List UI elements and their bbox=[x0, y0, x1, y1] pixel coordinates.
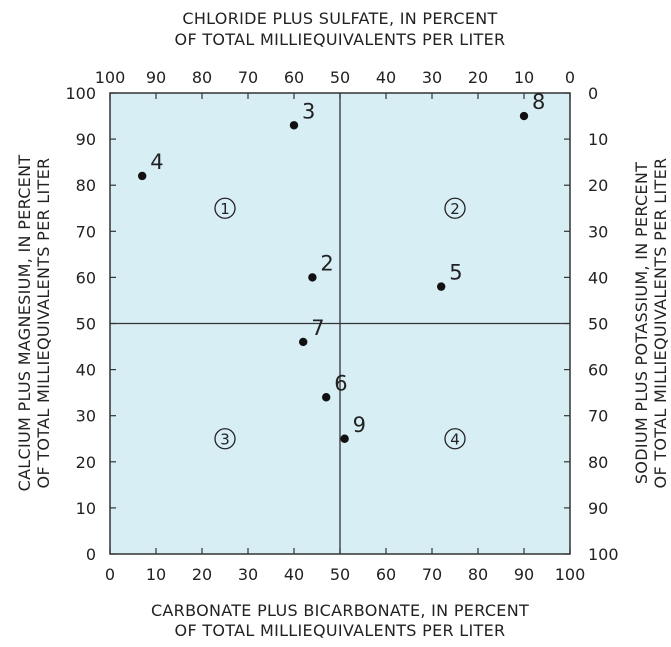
quadrant-circle bbox=[444, 428, 466, 450]
bottom-tick-label: 20 bbox=[192, 565, 212, 584]
left-tick-label: 90 bbox=[76, 130, 96, 149]
left-tick-label: 40 bbox=[76, 361, 96, 380]
data-point-label: 4 bbox=[150, 150, 163, 174]
left-tick-label: 20 bbox=[76, 453, 96, 472]
data-point-label: 5 bbox=[449, 261, 462, 285]
right-tick-label: 70 bbox=[588, 407, 608, 426]
left-tick-label: 60 bbox=[76, 268, 96, 287]
data-point-label: 9 bbox=[353, 413, 366, 437]
top-tick-label: 20 bbox=[468, 68, 488, 87]
ticks-layer: 0100109020803070406050506040703080209010… bbox=[65, 68, 618, 584]
bottom-tick-label: 10 bbox=[146, 565, 166, 584]
left-tick-label: 10 bbox=[76, 499, 96, 518]
quadrant-label: 2 bbox=[450, 200, 460, 218]
data-point-label: 3 bbox=[302, 99, 315, 123]
data-point bbox=[299, 337, 308, 347]
data-point bbox=[308, 273, 317, 282]
left-axis-title-line2: OF TOTAL MILLIEQUIVALENTS PER LITER bbox=[34, 158, 53, 489]
right-tick-label: 20 bbox=[588, 176, 608, 195]
quadrant-circle bbox=[214, 428, 236, 450]
bottom-tick-label: 30 bbox=[238, 565, 258, 584]
top-axis-title-line2: OF TOTAL MILLIEQUIVALENTS PER LITER bbox=[175, 30, 506, 49]
data-point-label: 7 bbox=[311, 316, 324, 340]
right-tick-label: 50 bbox=[588, 315, 608, 334]
right-tick-label: 90 bbox=[588, 499, 608, 518]
top-tick-label: 70 bbox=[238, 68, 258, 87]
bottom-tick-label: 80 bbox=[468, 565, 488, 584]
top-tick-label: 0 bbox=[565, 68, 575, 87]
data-point bbox=[340, 434, 349, 443]
data-point bbox=[437, 282, 446, 291]
bottom-tick-label: 100 bbox=[555, 565, 586, 584]
top-tick-label: 30 bbox=[422, 68, 442, 87]
bottom-tick-label: 90 bbox=[514, 565, 534, 584]
data-point bbox=[519, 111, 529, 121]
points-layer: 2 3 4 5 6 7 8 9 bbox=[138, 90, 545, 443]
data-point-label: 8 bbox=[532, 90, 545, 114]
right-tick-label: 0 bbox=[588, 84, 598, 103]
left-tick-label: 80 bbox=[76, 176, 96, 195]
right-tick-label: 100 bbox=[588, 545, 619, 564]
top-tick-label: 80 bbox=[192, 68, 212, 87]
quadrant-label: 4 bbox=[450, 430, 460, 448]
left-tick-label: 30 bbox=[76, 407, 96, 426]
quadrant-circle bbox=[444, 197, 466, 219]
top-tick-label: 50 bbox=[330, 68, 350, 87]
top-tick-label: 90 bbox=[146, 68, 166, 87]
data-point bbox=[322, 393, 331, 402]
right-axis-title-line1: SODIUM PLUS POTASSIUM, IN PERCENT bbox=[632, 162, 651, 484]
top-tick-label: 10 bbox=[514, 68, 534, 87]
bottom-tick-label: 60 bbox=[376, 565, 396, 584]
left-tick-label: 50 bbox=[76, 315, 96, 334]
right-tick-label: 30 bbox=[588, 222, 608, 241]
right-tick-label: 10 bbox=[588, 130, 608, 149]
quadrant-layer: 1 2 3 4 bbox=[214, 197, 466, 450]
left-tick-label: 70 bbox=[76, 222, 96, 241]
quadrant-circle bbox=[214, 197, 236, 219]
data-point-label: 6 bbox=[334, 371, 347, 395]
bottom-axis-title-line2: OF TOTAL MILLIEQUIVALENTS PER LITER bbox=[175, 621, 506, 640]
top-axis-title-line1: CHLORIDE PLUS SULFATE, IN PERCENT bbox=[182, 9, 497, 28]
top-tick-label: 60 bbox=[284, 68, 304, 87]
quadrant-label: 3 bbox=[220, 430, 230, 448]
quadrant-label: 1 bbox=[220, 200, 230, 218]
bottom-tick-label: 40 bbox=[284, 565, 304, 584]
top-tick-label: 100 bbox=[95, 68, 126, 87]
right-tick-label: 60 bbox=[588, 361, 608, 380]
right-tick-label: 40 bbox=[588, 268, 608, 287]
divider-layer bbox=[110, 93, 570, 554]
left-tick-label: 100 bbox=[65, 84, 96, 103]
bottom-tick-label: 0 bbox=[105, 565, 115, 584]
bottom-tick-label: 70 bbox=[422, 565, 442, 584]
top-tick-label: 40 bbox=[376, 68, 396, 87]
left-axis-title-line1: CALCIUM PLUS MAGNESIUM, IN PERCENT bbox=[15, 155, 34, 492]
right-tick-label: 80 bbox=[588, 453, 608, 472]
right-axis-title-line2: OF TOTAL MILLIEQUIVALENTS PER LITER bbox=[651, 158, 670, 489]
bottom-tick-label: 50 bbox=[330, 565, 350, 584]
data-point bbox=[138, 171, 147, 181]
data-point bbox=[289, 121, 299, 130]
data-point-label: 2 bbox=[320, 251, 333, 275]
left-tick-label: 0 bbox=[86, 545, 96, 564]
bottom-axis-title-line1: CARBONATE PLUS BICARBONATE, IN PERCENT bbox=[151, 601, 529, 620]
